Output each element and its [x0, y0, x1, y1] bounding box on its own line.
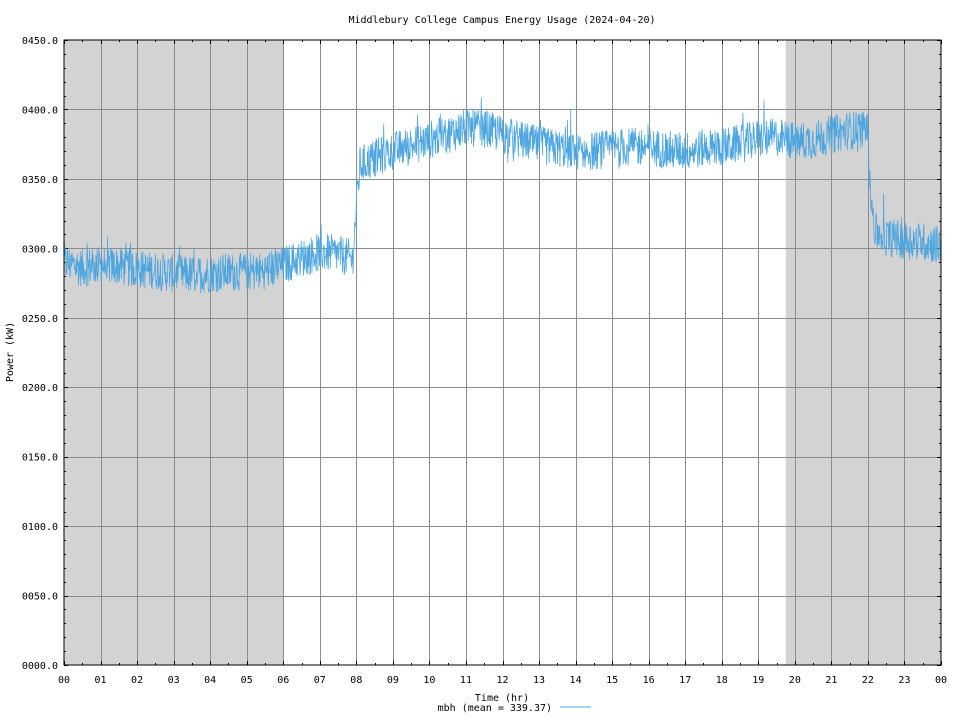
shaded-periods: [64, 40, 941, 665]
shaded-range-0: [64, 40, 284, 665]
y-tick-label: 0450.0: [22, 36, 58, 47]
x-tick-label: 00: [58, 675, 70, 686]
x-tick-label: 02: [131, 675, 143, 686]
x-tick-label: 08: [350, 675, 362, 686]
x-tick-label: 04: [204, 675, 216, 686]
legend: mbh (mean = 339.37): [438, 703, 591, 714]
x-tick-label: 01: [95, 675, 107, 686]
y-axis-label: Power (kW): [5, 322, 16, 382]
x-tick-label: 05: [241, 675, 253, 686]
x-tick-label: 03: [168, 675, 180, 686]
shaded-range-1: [785, 40, 941, 665]
y-tick-label: 0350.0: [22, 175, 58, 186]
x-tick-label: 19: [752, 675, 764, 686]
x-tick-label: 12: [496, 675, 508, 686]
chart-title: Middlebury College Campus Energy Usage (…: [348, 15, 655, 26]
y-tick-label: 0300.0: [22, 244, 58, 255]
x-tick-label: 23: [898, 675, 910, 686]
series-line-mbh: [63, 97, 942, 294]
y-tick-label: 0400.0: [22, 105, 58, 116]
x-tick-label: 06: [277, 675, 289, 686]
x-tick-label: 22: [862, 675, 874, 686]
y-tick-label: 0100.0: [22, 522, 58, 533]
x-axis-label: Time (hr): [475, 693, 529, 704]
x-tick-label: 11: [460, 675, 472, 686]
legend-entry-mbh: mbh (mean = 339.37): [438, 703, 552, 714]
x-tick-label: 09: [387, 675, 399, 686]
x-tick-label: 14: [570, 675, 582, 686]
y-tick-label: 0000.0: [22, 661, 58, 672]
x-tick-label: 20: [789, 675, 801, 686]
series-layer: [63, 97, 942, 294]
y-tick-label: 0200.0: [22, 383, 58, 394]
x-tick-label: 21: [825, 675, 837, 686]
y-tick-labels: 0000.0 0050.0 0100.0 0150.0 0200.0 0250.0 0300…: [22, 36, 58, 672]
x-tick-labels: 00 01 02 03 04 05 06 07 08 09 10 11 12 13 14 15 16 17 18 19…: [58, 675, 947, 686]
x-tick-label: 00: [935, 675, 947, 686]
x-tick-label: 07: [314, 675, 326, 686]
x-tick-label: 18: [716, 675, 728, 686]
y-tick-label: 0050.0: [22, 592, 58, 603]
grid-lines: [64, 40, 941, 665]
y-tick-label: 0150.0: [22, 453, 58, 464]
x-tick-label: 17: [679, 675, 691, 686]
y-tick-label: 0250.0: [22, 314, 58, 325]
plot-frame: [63, 39, 942, 666]
x-tick-label: 10: [423, 675, 435, 686]
x-tick-label: 16: [643, 675, 655, 686]
x-tick-label: 15: [606, 675, 618, 686]
x-tick-label: 13: [533, 675, 545, 686]
